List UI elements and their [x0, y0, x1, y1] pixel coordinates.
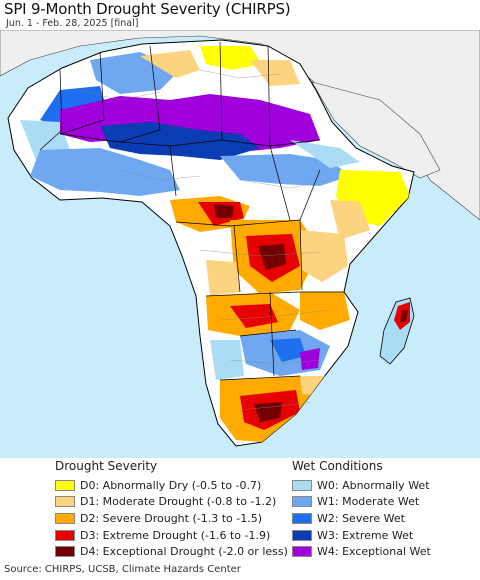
drought-map [0, 30, 480, 458]
legend-label: W4: Exceptional Wet [317, 545, 431, 559]
drought-patch [230, 304, 278, 328]
legend-item-w4: W4: Exceptional Wet [292, 543, 431, 560]
drought-patch [400, 310, 408, 322]
legend-label: D3: Extreme Drought (-1.6 to -1.9) [80, 528, 271, 542]
wet-patch [220, 154, 350, 186]
drought-legend-heading: Drought Severity [55, 459, 158, 473]
legend-swatch [292, 512, 312, 524]
legend-label: W3: Extreme Wet [317, 528, 414, 542]
arabian-peninsula [311, 81, 441, 179]
drought-patch [254, 402, 282, 422]
source-credit: Source: CHIRPS, UCSB, Climate Hazards Ce… [4, 564, 241, 575]
drought-patch [300, 230, 348, 282]
legend-label: W0: Abnormally Wet [317, 478, 430, 492]
legend-swatch [292, 546, 312, 558]
legend-swatch [55, 546, 75, 558]
legend-swatch [292, 479, 312, 491]
drought-patch [258, 244, 286, 270]
legend-label: D4: Exceptional Drought (-2.0 or less) [80, 545, 288, 559]
legend-item-w1: W1: Moderate Wet [292, 494, 431, 511]
legend-item-w3: W3: Extreme Wet [292, 527, 431, 544]
wet-patch [290, 140, 360, 168]
legend-swatch [292, 496, 312, 508]
wet-legend: Wet Conditions W0: Abnormally Wet W1: Mo… [292, 458, 431, 560]
legend-item-d3: D3: Extreme Drought (-1.6 to -1.9) [55, 527, 288, 544]
wet-patch [30, 148, 180, 196]
legend-item-d2: D2: Severe Drought (-1.3 to -1.5) [55, 510, 288, 527]
legend-item-w0: W0: Abnormally Wet [292, 477, 431, 494]
drought-patch [200, 46, 262, 70]
drought-patch [250, 60, 300, 86]
legend-label: W1: Moderate Wet [317, 495, 420, 509]
legend-item-d0: D0: Abnormally Dry (-0.5 to -0.7) [55, 477, 288, 494]
legend-label: D2: Severe Drought (-1.3 to -1.5) [80, 511, 263, 525]
drought-patches [20, 46, 410, 442]
legend-swatch [55, 496, 75, 508]
wet-patch [270, 338, 306, 362]
drought-legend: Drought Severity D0: Abnormally Dry (-0.… [55, 458, 288, 560]
legend: Drought Severity D0: Abnormally Dry (-0.… [0, 458, 480, 562]
drought-patch [214, 204, 234, 218]
legend-swatch [292, 529, 312, 541]
legend-item-w2: W2: Severe Wet [292, 510, 431, 527]
wet-patch [300, 348, 320, 370]
legend-item-d4: D4: Exceptional Drought (-2.0 or less) [55, 543, 288, 560]
drought-patch [330, 200, 370, 240]
country-borders [39, 41, 344, 381]
drought-patch [300, 292, 350, 330]
map-subtitle: Jun. 1 - Feb. 28, 2025 [final] [6, 18, 139, 29]
drought-patch [206, 260, 240, 296]
legend-label: D1: Moderate Drought (-0.8 to -1.2) [80, 495, 277, 509]
legend-swatch [55, 512, 75, 524]
legend-swatch [55, 479, 75, 491]
wet-patch [210, 340, 244, 380]
admin-borders [79, 69, 331, 411]
africa-map-svg [0, 30, 480, 458]
legend-item-d1: D1: Moderate Drought (-0.8 to -1.2) [55, 494, 288, 511]
drought-patch [140, 50, 200, 78]
legend-label: W2: Severe Wet [317, 511, 405, 525]
legend-label: D0: Abnormally Dry (-0.5 to -0.7) [80, 478, 262, 492]
map-title: SPI 9-Month Drought Severity (CHIRPS) [4, 0, 291, 18]
wet-legend-heading: Wet Conditions [292, 459, 383, 473]
legend-swatch [55, 529, 75, 541]
wet-patch [100, 122, 260, 160]
